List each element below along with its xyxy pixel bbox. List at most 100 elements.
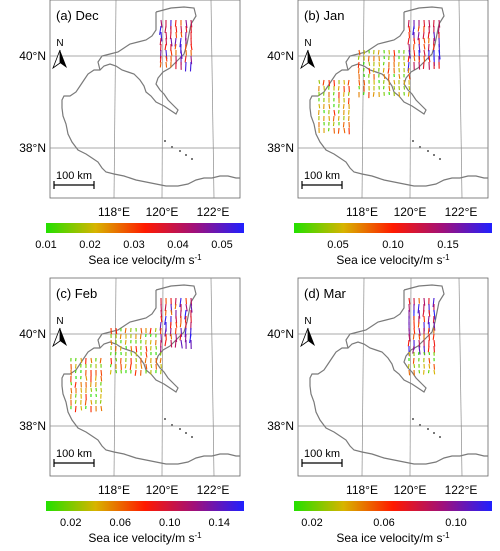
velocity-arrow xyxy=(180,31,183,38)
island xyxy=(171,146,173,148)
velocity-arrow xyxy=(174,43,177,50)
island xyxy=(419,146,421,148)
velocity-arrow xyxy=(170,49,173,56)
velocity-arrow xyxy=(189,61,192,72)
velocity-arrow xyxy=(164,43,167,51)
velocity-arrow xyxy=(423,49,426,57)
colorbar-title: Sea ice velocity/m s-1 xyxy=(88,531,202,545)
velocity-arrow xyxy=(124,339,127,345)
north-label: N xyxy=(56,38,63,49)
velocity-arrow xyxy=(184,43,187,50)
colorbar-tick: 0.10 xyxy=(445,517,466,529)
velocity-arrow xyxy=(180,327,183,337)
island xyxy=(412,418,414,420)
lon-label: 118°E xyxy=(98,205,130,219)
velocity-arrow xyxy=(427,327,430,334)
lon-gridline xyxy=(458,0,463,199)
velocity-arrow xyxy=(184,309,187,320)
velocity-arrow xyxy=(175,31,178,38)
velocity-arrow xyxy=(169,31,172,40)
velocity-arrow xyxy=(432,333,435,340)
scale-bar: 100 km xyxy=(53,448,95,467)
velocity-arrow xyxy=(337,127,340,134)
velocity-arrow xyxy=(423,315,426,323)
island xyxy=(433,154,435,156)
north-label: N xyxy=(304,316,311,327)
scale-bar: 100 km xyxy=(301,170,343,189)
velocity-arrow xyxy=(190,55,193,65)
velocity-arrow xyxy=(347,79,350,86)
velocity-arrow xyxy=(428,309,431,317)
velocity-arrow xyxy=(180,49,183,59)
lon-gridline xyxy=(361,277,365,477)
velocity-arrow xyxy=(357,61,360,69)
velocity-arrow xyxy=(363,79,366,86)
velocity-arrow xyxy=(418,309,421,319)
velocity-arrow xyxy=(412,345,415,354)
north-arrow-icon: N xyxy=(52,38,67,70)
velocity-arrow xyxy=(184,55,187,63)
velocity-arrow xyxy=(170,339,173,348)
velocity-arrow xyxy=(74,369,77,374)
lat-label: 38°N xyxy=(267,141,294,155)
velocity-arrow xyxy=(159,351,162,356)
velocity-arrow xyxy=(110,339,113,346)
velocity-arrow xyxy=(159,321,162,331)
lat-label: 38°N xyxy=(267,419,294,433)
velocity-arrow xyxy=(130,351,133,356)
velocity-arrow xyxy=(358,49,361,56)
velocity-arrow xyxy=(90,387,93,392)
map-panel-dec: (a) Dec 40°N 38°N 118°E 120°E 122°E N 100 km 0.0… xyxy=(6,0,246,270)
colorbar-tick: 0.04 xyxy=(167,239,188,251)
velocity-arrow xyxy=(185,19,188,29)
ice-velocity-vectors xyxy=(318,19,441,135)
island xyxy=(171,424,173,426)
map-frame xyxy=(49,0,241,199)
velocity-arrow xyxy=(407,363,410,369)
velocity-arrow xyxy=(184,315,187,323)
velocity-arrow xyxy=(428,55,431,63)
north-arrow-icon: N xyxy=(52,316,67,348)
island xyxy=(164,418,166,420)
map-panel-mar: (d) Mar 40°N 38°N 118°E 120°E 122°E N 100 km 0.0… xyxy=(254,277,494,548)
velocity-arrow xyxy=(428,363,431,369)
velocity-arrow xyxy=(318,79,321,84)
lon-gridline xyxy=(210,277,215,477)
lon-label: 118°E xyxy=(98,483,130,497)
velocity-arrow xyxy=(185,303,188,312)
velocity-arrow xyxy=(179,321,182,328)
velocity-arrow xyxy=(74,381,77,388)
velocity-arrow xyxy=(150,363,153,369)
velocity-arrow xyxy=(99,357,102,364)
lon-gridline xyxy=(210,0,215,199)
coastline-north xyxy=(345,12,405,71)
velocity-arrow xyxy=(342,103,345,109)
velocity-arrow xyxy=(433,321,436,331)
scale-label: 100 km xyxy=(56,170,92,182)
velocity-arrow xyxy=(322,79,325,86)
velocity-arrow xyxy=(135,345,138,353)
velocity-arrow xyxy=(368,61,371,66)
velocity-arrow xyxy=(164,315,167,325)
velocity-arrow xyxy=(407,91,410,97)
scale-bar: 100 km xyxy=(53,170,95,189)
velocity-arrow xyxy=(170,333,173,340)
velocity-arrow xyxy=(80,387,83,393)
lon-gridline xyxy=(409,277,412,477)
island xyxy=(179,428,181,430)
velocity-arrow xyxy=(382,61,385,66)
colorbar-tick: 0.10 xyxy=(159,517,180,529)
velocity-arrow xyxy=(408,25,411,33)
velocity-arrow xyxy=(422,309,425,317)
island xyxy=(191,158,193,160)
velocity-arrow xyxy=(129,363,132,370)
velocity-arrow xyxy=(383,73,386,80)
velocity-arrow xyxy=(124,363,127,369)
velocity-arrow xyxy=(109,369,112,375)
velocity-arrow xyxy=(417,321,420,328)
velocity-arrow xyxy=(174,19,177,27)
lon-label: 118°E xyxy=(346,483,378,497)
velocity-arrow xyxy=(174,339,177,348)
velocity-arrow xyxy=(407,19,410,28)
lon-gridline xyxy=(161,0,164,199)
